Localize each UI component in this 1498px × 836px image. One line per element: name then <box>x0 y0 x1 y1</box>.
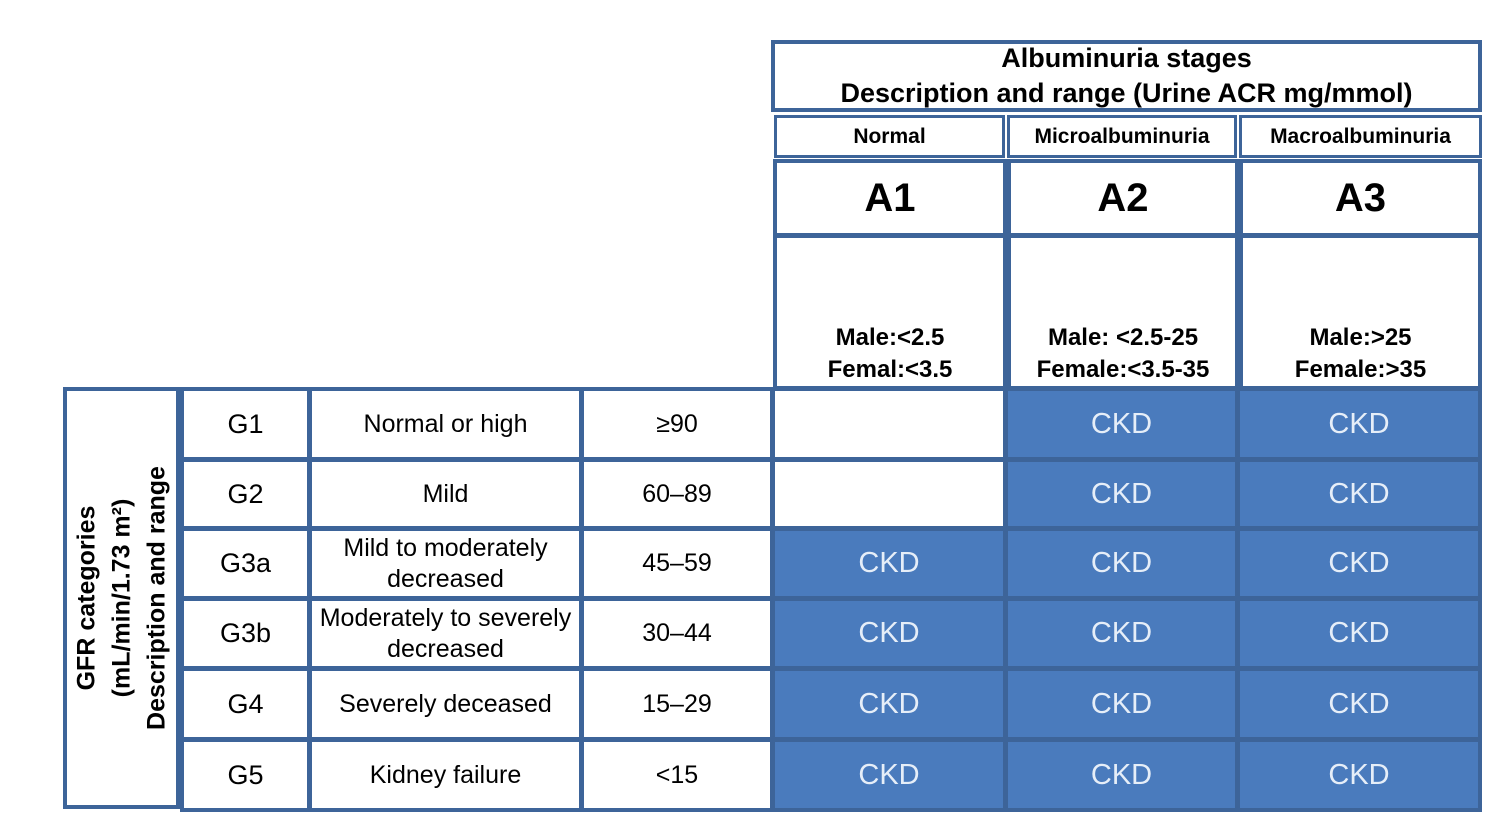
gfr-label-line2: (mL/min/1.73 m²) <box>107 498 135 698</box>
gfr-range: 45–59 <box>580 527 774 600</box>
stage-a1: A1 <box>773 159 1007 237</box>
gfr-description: Kidney failure <box>308 738 583 812</box>
risk-cell-a1 <box>771 387 1007 461</box>
risk-cell-a1: CKD <box>771 597 1007 670</box>
risk-cell-a3: CKD <box>1236 387 1482 461</box>
risk-cell-a2: CKD <box>1004 387 1239 461</box>
range-a3-male: Male:>25 <box>1309 324 1412 351</box>
gfr-label-line1: GFR categories <box>72 505 100 691</box>
range-a2-female: Female:<3.5-35 <box>1036 356 1210 383</box>
albuminuria-title: Albuminuria stages <box>1001 43 1252 73</box>
risk-cell-a3: CKD <box>1236 667 1482 741</box>
range-a2: Male: <2.5-25 Female:<3.5-35 <box>1007 234 1239 390</box>
range-a3: Male:>25 Female:>35 <box>1239 234 1482 390</box>
column-label-normal: Normal <box>774 115 1005 158</box>
gfr-description: Moderately to severely decreased <box>308 597 583 670</box>
gfr-side-label-text: GFR categories (mL/min/1.73 m²) Descript… <box>69 393 174 803</box>
risk-cell-a3: CKD <box>1236 458 1482 530</box>
gfr-range: <15 <box>580 738 774 812</box>
gfr-category: G3b <box>180 597 311 670</box>
risk-cell-a2: CKD <box>1004 597 1239 670</box>
risk-cell-a1: CKD <box>771 667 1007 741</box>
gfr-range: 15–29 <box>580 667 774 741</box>
range-a3-female: Female:>35 <box>1294 356 1427 383</box>
gfr-range: ≥90 <box>580 387 774 461</box>
range-a2-male: Male: <2.5-25 <box>1047 324 1199 351</box>
albuminuria-subtitle: Description and range (Urine ACR mg/mmol… <box>840 78 1413 108</box>
risk-cell-a2: CKD <box>1004 458 1239 530</box>
risk-cell-a1: CKD <box>771 527 1007 600</box>
risk-cell-a2: CKD <box>1004 527 1239 600</box>
range-a1-male: Male:<2.5 <box>835 324 945 351</box>
column-label-micro: Microalbuminuria <box>1007 115 1237 158</box>
risk-cell-a3: CKD <box>1236 597 1482 670</box>
risk-cell-a3: CKD <box>1236 738 1482 812</box>
risk-cell-a2: CKD <box>1004 667 1239 741</box>
range-a1: Male:<2.5 Femal:<3.5 <box>773 234 1007 390</box>
column-label-macro: Macroalbuminuria <box>1239 115 1482 158</box>
gfr-description: Normal or high <box>308 387 583 461</box>
gfr-description: Severely deceased <box>308 667 583 741</box>
albuminuria-header: Albuminuria stages Description and range… <box>771 40 1482 112</box>
risk-cell-a1 <box>771 458 1007 530</box>
risk-cell-a3: CKD <box>1236 527 1482 600</box>
gfr-label-line3: Description and range <box>142 466 170 730</box>
stage-a2: A2 <box>1007 159 1239 237</box>
gfr-category: G2 <box>180 458 311 530</box>
range-a1-female: Femal:<3.5 <box>827 356 953 383</box>
gfr-description: Mild to moderately decreased <box>308 527 583 600</box>
gfr-category: G1 <box>180 387 311 461</box>
stage-a3: A3 <box>1239 159 1482 237</box>
gfr-category: G3a <box>180 527 311 600</box>
gfr-description: Mild <box>308 458 583 530</box>
gfr-range: 60–89 <box>580 458 774 530</box>
risk-cell-a1: CKD <box>771 738 1007 812</box>
risk-cell-a2: CKD <box>1004 738 1239 812</box>
gfr-category: G4 <box>180 667 311 741</box>
gfr-range: 30–44 <box>580 597 774 670</box>
gfr-category: G5 <box>180 738 311 812</box>
gfr-side-label: GFR categories (mL/min/1.73 m²) Descript… <box>63 387 180 809</box>
